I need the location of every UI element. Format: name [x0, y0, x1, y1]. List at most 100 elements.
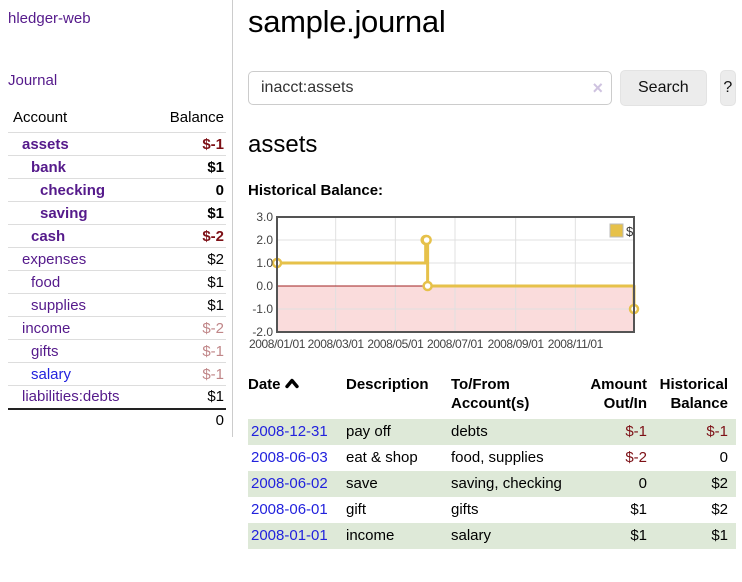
transaction-date-link[interactable]: 2008-12-31	[251, 423, 328, 440]
transaction-balance: $1	[655, 523, 736, 549]
balance-chart: $ 3.0 2.0 1.0 0.0 -1.0 -2.0 2008/01/01 2008/03/…	[248, 210, 668, 360]
sidebar: hledger-web Journal Account Balance asse…	[0, 0, 233, 437]
account-balance: 0	[158, 178, 226, 202]
account-row: bank $1	[8, 155, 226, 179]
y-axis-tick: -2.0	[252, 325, 273, 339]
account-row: expenses $2	[8, 247, 226, 271]
chart-label: Historical Balance:	[248, 182, 384, 199]
page-title: sample.journal	[248, 4, 446, 39]
balance-chart-svg	[271, 216, 640, 333]
account-link-food[interactable]: food	[31, 273, 61, 291]
account-title: assets	[248, 131, 318, 158]
account-link-checking[interactable]: checking	[40, 181, 106, 199]
register-header-amount: Amount Out/In	[590, 376, 647, 412]
transaction-date-link[interactable]: 2008-06-02	[251, 475, 328, 492]
account-link-gifts[interactable]: gifts	[31, 342, 59, 360]
account-row: food $1	[8, 270, 226, 294]
accounts-body: assets $-1 bank $1 checking 0 saving $1 cash $-2 e…	[8, 132, 226, 409]
transaction-balance: $2	[711, 501, 728, 518]
transaction-amount: $-1	[587, 419, 655, 445]
transaction-description: gift	[346, 501, 367, 518]
accounts-header-account: Account	[13, 109, 68, 126]
register-row: 2008-06-03 eat & shop food, supplies $-2 0	[248, 445, 736, 471]
help-button[interactable]: ?	[719, 70, 736, 106]
register-header-date[interactable]: Date	[248, 375, 346, 419]
transaction-amount: 0	[587, 471, 655, 497]
clear-search-icon[interactable]: ×	[592, 78, 603, 98]
x-axis-tick: 2008/07/01	[426, 337, 484, 351]
x-axis-tick: 2008/11/01	[547, 337, 604, 351]
y-axis-tick: 0.0	[256, 279, 273, 293]
transaction-description: save	[346, 471, 451, 497]
register-table: Date Description To/From Account(s) Amou…	[248, 375, 736, 549]
brand-link[interactable]: hledger-web	[8, 10, 91, 27]
transaction-description: eat & shop	[346, 449, 418, 466]
account-row: liabilities:debts $1	[8, 385, 226, 409]
register-header-description: Description	[346, 376, 429, 393]
account-link-liabilities-debts[interactable]: liabilities:debts	[22, 388, 120, 406]
chart-legend-label: $	[626, 224, 634, 239]
account-link-supplies[interactable]: supplies	[31, 296, 87, 314]
account-balance: $-1	[158, 362, 226, 386]
account-row: salary $-1	[8, 362, 226, 386]
transaction-date-link[interactable]: 2008-06-03	[251, 449, 328, 466]
transaction-accounts: food, supplies	[451, 449, 544, 466]
transaction-accounts: salary	[451, 523, 587, 549]
account-link-assets[interactable]: assets	[22, 135, 69, 153]
search-button[interactable]: Search	[620, 70, 707, 106]
transaction-description: income	[346, 523, 451, 549]
register-header-balance: Historical Balance	[659, 376, 728, 412]
account-balance: $1	[158, 270, 226, 294]
account-row: saving $1	[8, 201, 226, 225]
transaction-accounts: debts	[451, 419, 587, 445]
transaction-balance: $2	[655, 471, 736, 497]
x-axis-tick: 2008/05/01	[367, 337, 424, 351]
transaction-date-link[interactable]: 2008-06-01	[251, 501, 328, 518]
account-balance: $1	[158, 385, 226, 409]
account-row: checking 0	[8, 178, 226, 202]
x-axis-tick: 2008/01/01	[248, 337, 306, 351]
account-link-expenses[interactable]: expenses	[22, 250, 87, 268]
y-axis-tick: 1.0	[256, 256, 273, 270]
account-link-saving[interactable]: saving	[40, 204, 88, 222]
account-balance: $1	[158, 293, 226, 317]
accounts-total-balance: 0	[158, 407, 226, 432]
account-link-cash[interactable]: cash	[31, 227, 66, 245]
account-balance: $-1	[158, 339, 226, 363]
account-row: income $-2	[8, 316, 226, 340]
accounts-table: Account Balance assets $-1 bank $1 checking 0…	[8, 106, 226, 432]
search-input[interactable]	[248, 71, 612, 105]
nav-journal-link[interactable]: Journal	[8, 72, 58, 89]
account-row: assets $-1	[8, 132, 226, 156]
transaction-amount: $1	[587, 523, 655, 549]
x-axis-tick: 2008/03/01	[307, 337, 364, 351]
account-row: cash $-2	[8, 224, 226, 248]
account-link-bank[interactable]: bank	[31, 158, 67, 176]
sort-ascending-icon	[284, 375, 299, 394]
transaction-balance: 0	[719, 449, 728, 466]
transaction-balance: $-1	[655, 419, 736, 445]
account-balance: $2	[158, 247, 226, 271]
account-row: gifts $-1	[8, 339, 226, 363]
transaction-date-link[interactable]: 2008-01-01	[251, 527, 328, 544]
y-axis-tick: 3.0	[256, 210, 273, 224]
accounts-header-row: Account Balance	[8, 106, 226, 133]
register-row: 2008-06-02 save saving, checking 0 $2	[248, 471, 736, 497]
register-body: 2008-12-31 pay off debts $-1 $-1 2008-06-03 ea…	[248, 419, 736, 549]
main-content: sample.journal × Search ? assets Histori…	[248, 0, 736, 549]
account-link-salary[interactable]: salary	[31, 365, 72, 383]
account-balance: $1	[158, 201, 226, 225]
account-balance: $1	[158, 155, 226, 179]
transaction-amount: $1	[630, 501, 647, 518]
account-row: supplies $1	[8, 293, 226, 317]
search-input-wrap: ×	[248, 71, 612, 105]
register-row: 2008-01-01 income salary $1 $1	[248, 523, 736, 549]
y-axis-tick: 2.0	[256, 233, 273, 247]
register-header-accounts: To/From Account(s)	[451, 376, 530, 412]
register-row: 2008-06-01 gift gifts $1 $2	[248, 497, 736, 523]
transaction-accounts: saving, checking	[451, 471, 587, 497]
account-link-income[interactable]: income	[22, 319, 71, 337]
y-axis-tick: -1.0	[252, 302, 273, 316]
account-balance: $-1	[158, 132, 226, 156]
accounts-total-row: 0	[8, 407, 226, 432]
